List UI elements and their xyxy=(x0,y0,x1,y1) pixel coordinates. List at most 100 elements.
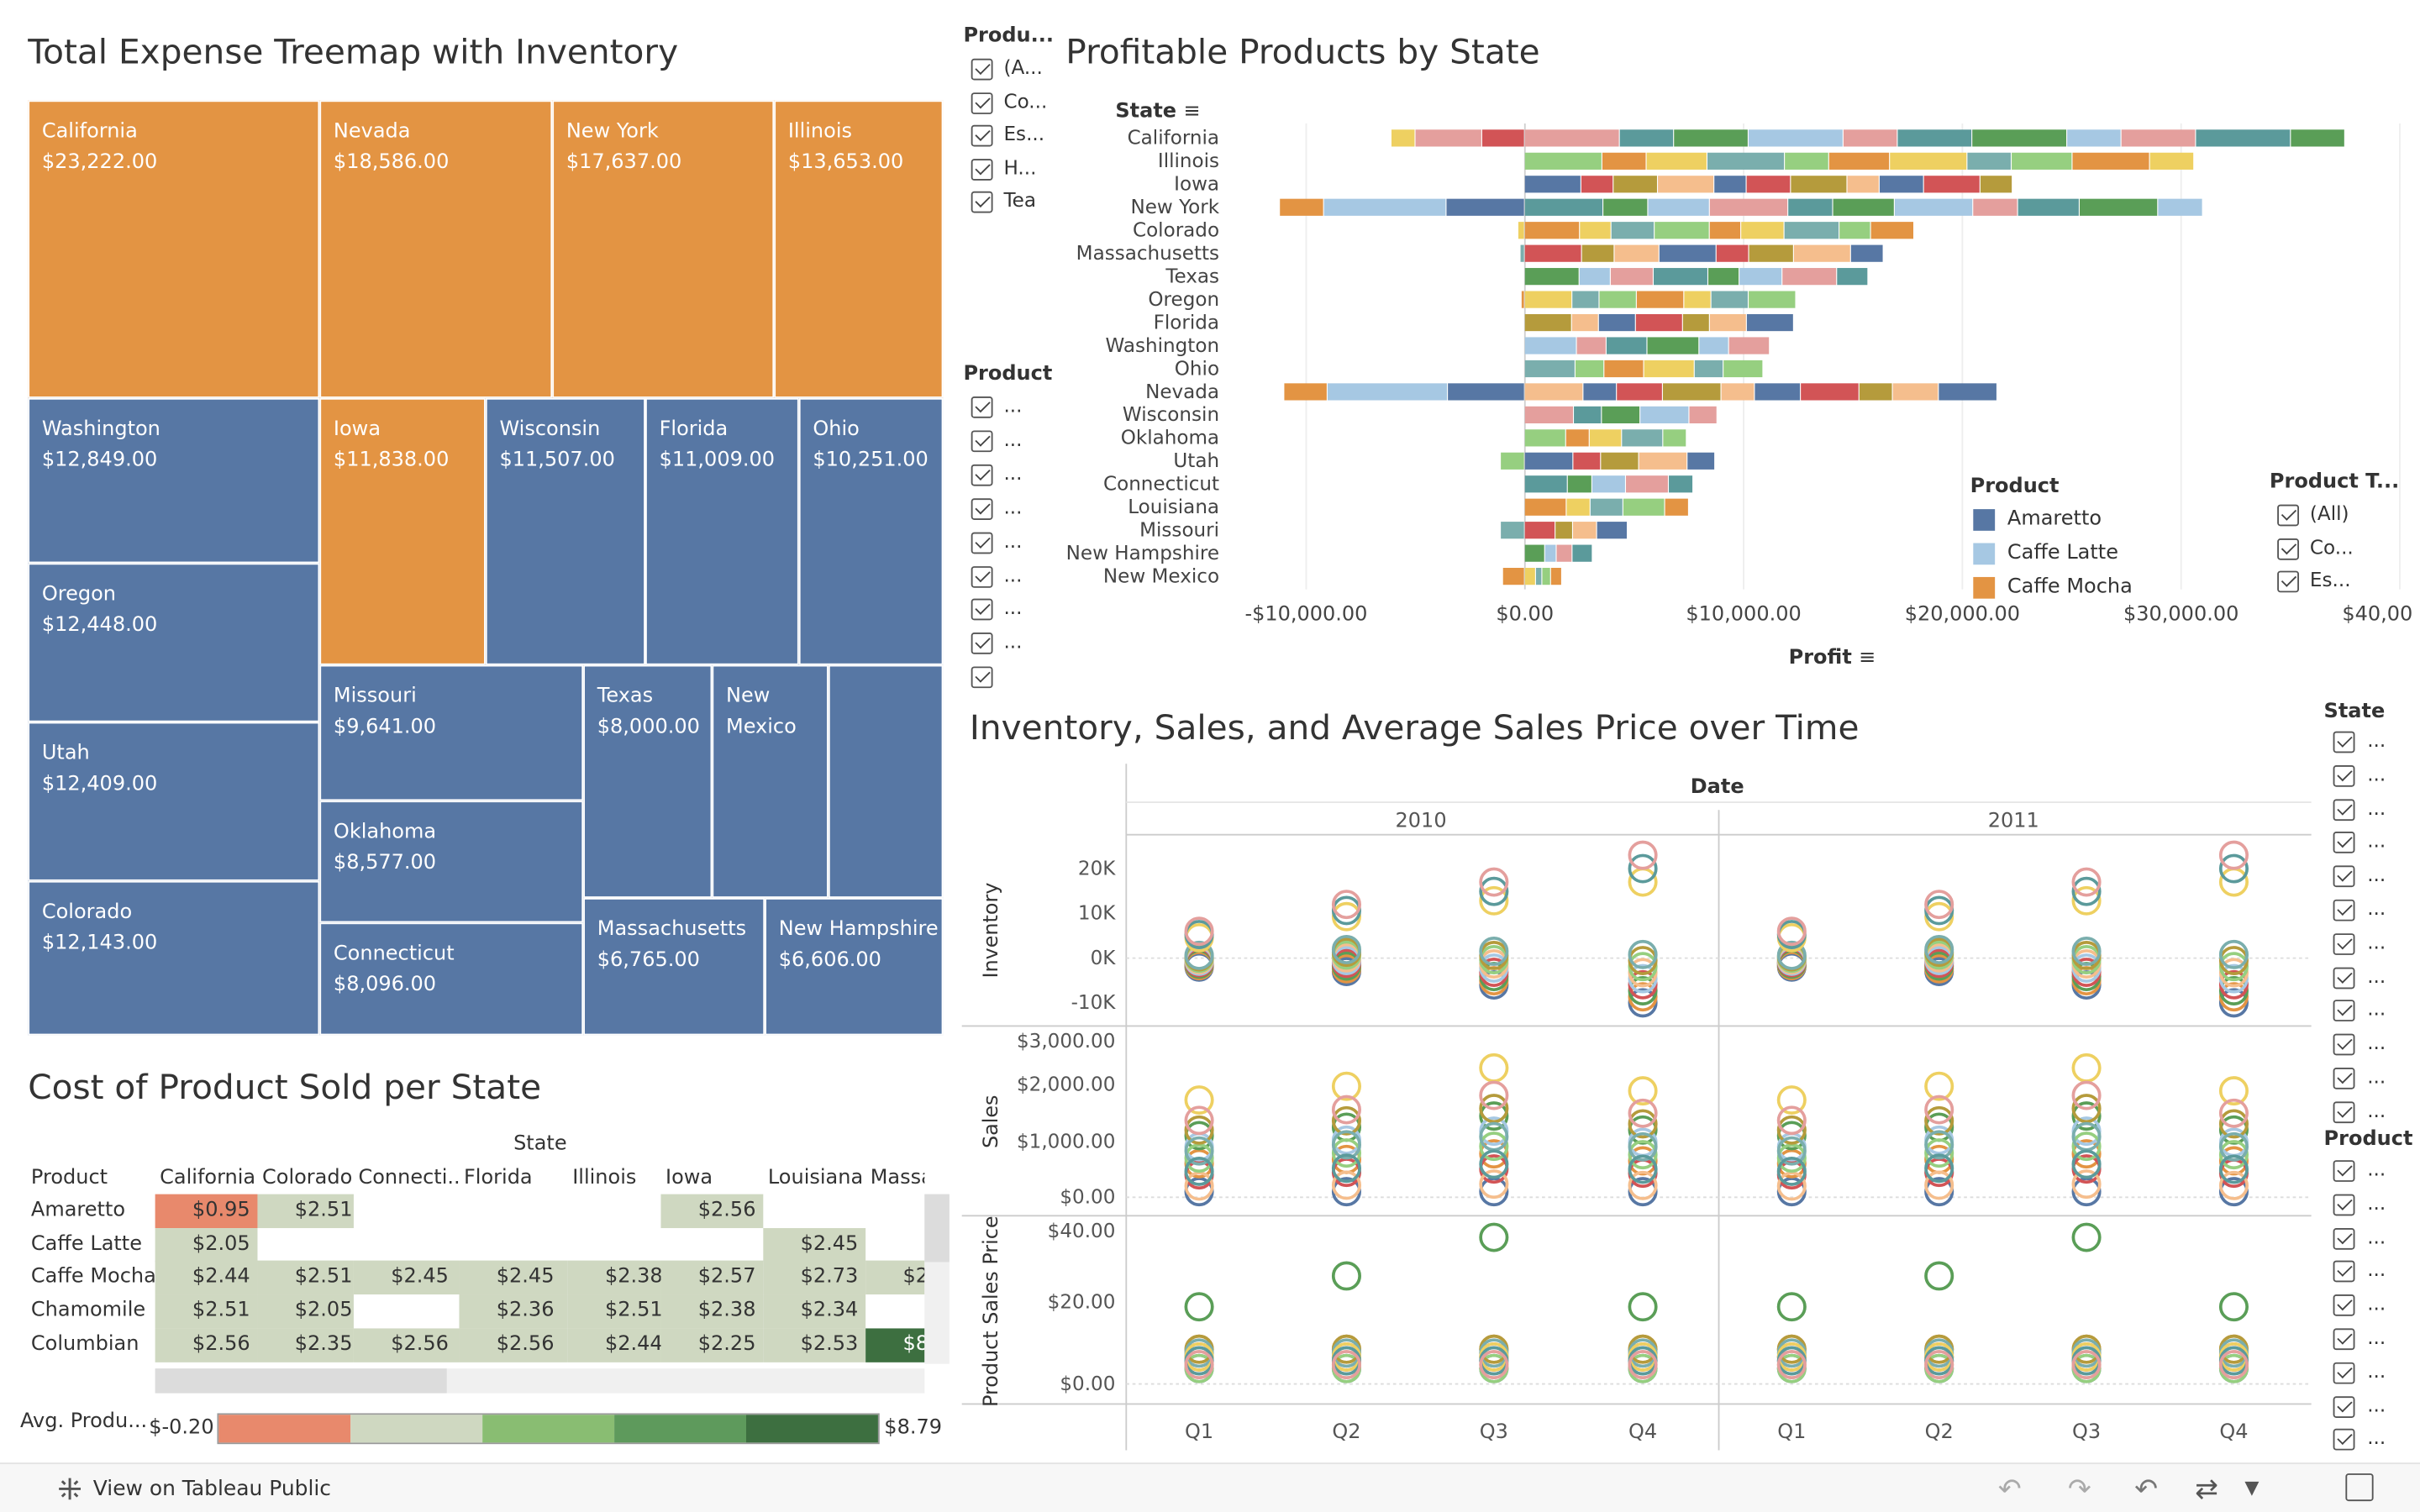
treemap-cell[interactable]: Illinois $13,653.00 xyxy=(774,100,944,398)
filter-checkbox[interactable] xyxy=(2277,504,2299,527)
crosstab-column-header[interactable]: Florida xyxy=(463,1166,533,1190)
treemap-cell[interactable]: Nevada $18,586.00 xyxy=(319,100,553,398)
profit-bar-segment[interactable] xyxy=(1520,244,1524,262)
profit-bar-segment[interactable] xyxy=(1565,429,1589,447)
profit-bar-segment[interactable] xyxy=(1583,383,1617,401)
profit-bar-segment[interactable] xyxy=(1694,360,1723,378)
sales-point[interactable] xyxy=(1184,1171,1214,1201)
filter-checkbox[interactable] xyxy=(2277,570,2299,593)
crosstab-cell[interactable]: $2.38 xyxy=(567,1261,663,1295)
inventory-point[interactable] xyxy=(1331,890,1361,920)
filter-checkbox[interactable] xyxy=(971,666,993,689)
inventory-point[interactable] xyxy=(1924,890,1954,920)
sales-point[interactable] xyxy=(1479,1149,1509,1179)
filter-checkbox-label[interactable]: ... xyxy=(2367,829,2386,853)
price-point[interactable] xyxy=(1628,1292,1658,1322)
filter-checkbox[interactable] xyxy=(971,396,993,418)
state-tick-label[interactable]: Connecticut xyxy=(1103,474,1219,496)
state-tick-label[interactable]: Oregon xyxy=(1148,289,1219,311)
crosstab-cell[interactable]: $2.44 xyxy=(567,1328,663,1362)
treemap[interactable]: California $23,222.00 Nevada $18,586.00 New … xyxy=(28,100,944,1036)
view-on-tableau-public-link[interactable]: View on Tableau Public xyxy=(55,1475,331,1503)
inventory-point[interactable] xyxy=(2218,853,2249,884)
profit-bar-segment[interactable] xyxy=(1327,383,1448,401)
crosstab-row-header[interactable]: Amaretto xyxy=(30,1199,126,1222)
sales-point[interactable] xyxy=(1628,1131,1658,1162)
sales-point[interactable] xyxy=(2071,1131,2102,1162)
filter-checkbox[interactable] xyxy=(2333,832,2355,854)
panel-axis-title[interactable]: Inventory xyxy=(979,883,1002,979)
sales-point[interactable] xyxy=(1331,1170,1361,1200)
profit-bar-segment[interactable] xyxy=(1524,152,1602,170)
filter-checkbox[interactable] xyxy=(2333,1227,2355,1250)
crosstab-cell[interactable] xyxy=(763,1194,865,1228)
profit-bar-segment[interactable] xyxy=(1597,522,1628,539)
filter-checkbox[interactable] xyxy=(2333,899,2355,921)
sales-point[interactable] xyxy=(2071,1080,2102,1110)
state-tick-label[interactable]: Colorado xyxy=(1133,220,1219,242)
profit-bar-segment[interactable] xyxy=(2012,152,2072,170)
filter-checkbox-label[interactable]: Es... xyxy=(1003,122,1045,145)
profit-bar-segment[interactable] xyxy=(1647,337,1699,354)
price-point[interactable] xyxy=(2071,1350,2102,1380)
price-point[interactable] xyxy=(1776,1350,1807,1380)
crosstab-cell[interactable] xyxy=(660,1227,763,1261)
sales-point[interactable] xyxy=(1479,1169,1509,1200)
sales-point[interactable] xyxy=(2218,1098,2249,1128)
treemap-cell[interactable]: Ohio $10,251.00 xyxy=(798,397,944,665)
sales-point[interactable] xyxy=(1184,1105,1214,1136)
filter-checkbox-label[interactable]: Co... xyxy=(1003,88,1048,113)
profit-bar-segment[interactable] xyxy=(2291,129,2344,147)
timeseries-chart[interactable]: Date 2010 2011 Q1 Q2 Q3 Q4 Q1 Q2 Q3 Q4 Inventory 20K… xyxy=(961,764,2312,1451)
inventory-point[interactable] xyxy=(1479,937,1509,966)
treemap-cell[interactable]: Missouri $9,641.00 xyxy=(319,664,584,801)
filter-checkbox[interactable] xyxy=(2333,865,2355,888)
crosstab-hscroll[interactable] xyxy=(155,1368,925,1394)
filter-checkbox-label[interactable]: ... xyxy=(1003,596,1023,620)
profit-bar-segment[interactable] xyxy=(1785,152,1828,170)
color-legend-ramp[interactable] xyxy=(217,1413,880,1445)
filter-checkbox[interactable] xyxy=(2333,731,2355,753)
state-tick-label[interactable]: Iowa xyxy=(1174,174,1219,196)
profit-bar-segment[interactable] xyxy=(1566,498,1590,516)
profit-bar-segment[interactable] xyxy=(1723,360,1763,378)
profit-bar-segment[interactable] xyxy=(1639,452,1687,470)
profit-bar-segment[interactable] xyxy=(1521,291,1524,308)
profit-bar-segment[interactable] xyxy=(1601,452,1639,470)
treemap-cell[interactable]: Florida $11,009.00 xyxy=(644,397,799,665)
price-point[interactable] xyxy=(1479,1222,1509,1252)
filter-checkbox[interactable] xyxy=(2277,538,2299,559)
profit-bar-segment[interactable] xyxy=(1524,568,1535,585)
profit-bar-segment[interactable] xyxy=(1754,383,1801,401)
profit-bar-segment[interactable] xyxy=(1659,244,1716,262)
inventory-point[interactable] xyxy=(1479,876,1509,906)
profit-bar-segment[interactable] xyxy=(1524,313,1571,332)
profit-bar-segment[interactable] xyxy=(1788,198,1833,216)
sales-point[interactable] xyxy=(1924,1105,1954,1136)
profit-bar-segment[interactable] xyxy=(1446,198,1524,216)
inventory-point[interactable] xyxy=(1924,934,1954,964)
sales-point[interactable] xyxy=(2218,1076,2249,1106)
filter-checkbox[interactable] xyxy=(971,464,993,486)
sales-point[interactable] xyxy=(1776,1171,1807,1201)
crosstab-cell[interactable] xyxy=(354,1294,460,1328)
state-tick-label[interactable]: New Mexico xyxy=(1103,566,1219,588)
filter-checkbox[interactable] xyxy=(971,58,993,81)
profit-bar-segment[interactable] xyxy=(1716,244,1749,262)
profit-bar-segment[interactable] xyxy=(1524,360,1575,378)
inventory-point[interactable] xyxy=(1479,885,1509,916)
profit-bar-segment[interactable] xyxy=(1709,222,1741,239)
filter-checkbox-label[interactable]: ... xyxy=(2367,997,2386,1021)
profit-bar-segment[interactable] xyxy=(1714,176,1746,193)
filter-checkbox[interactable] xyxy=(2333,798,2355,821)
profit-bar-segment[interactable] xyxy=(1599,291,1636,308)
state-tick-label[interactable]: Texas xyxy=(1165,266,1219,288)
filter-checkbox[interactable] xyxy=(971,565,993,587)
profit-bar-segment[interactable] xyxy=(1524,452,1573,470)
state-tick-label[interactable]: Massachusetts xyxy=(1076,243,1219,265)
crosstab-cell[interactable]: $2.05 xyxy=(155,1227,258,1262)
profit-bar-segment[interactable] xyxy=(1687,452,1715,470)
profit-bar-segment[interactable] xyxy=(1524,383,1583,401)
profit-bar-segment[interactable] xyxy=(1501,522,1524,539)
state-tick-label[interactable]: Wisconsin xyxy=(1123,404,1219,426)
